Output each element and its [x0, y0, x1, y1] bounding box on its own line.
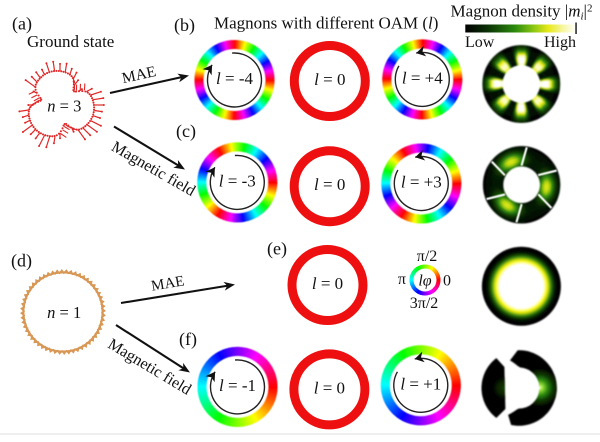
svg-text:(c): (c) — [176, 121, 196, 142]
svg-text:l = 0: l = 0 — [314, 70, 345, 89]
svg-text:Low: Low — [465, 34, 495, 51]
svg-text:(d): (d) — [11, 251, 32, 272]
svg-text:Magnons with different OAM (l): Magnons with different OAM (l) — [214, 14, 438, 33]
svg-text:l = 0: l = 0 — [314, 175, 345, 194]
svg-text:(f): (f) — [179, 329, 197, 350]
svg-text:l = +3: l = +3 — [401, 173, 442, 192]
svg-text:Ground state: Ground state — [27, 32, 114, 51]
svg-text:l = -3: l = -3 — [219, 171, 256, 190]
svg-text:l = -4: l = -4 — [216, 69, 253, 88]
svg-text:(b): (b) — [174, 15, 195, 36]
svg-text:n = 1: n = 1 — [47, 303, 81, 322]
svg-text:π: π — [398, 271, 406, 288]
svg-text:lφ: lφ — [418, 273, 431, 290]
svg-text:Magnon density |mi|2: Magnon density |mi|2 — [451, 2, 593, 23]
svg-text:π/2: π/2 — [417, 248, 438, 265]
svg-text:l = -1: l = -1 — [219, 376, 256, 395]
svg-text:l = 0: l = 0 — [312, 274, 343, 293]
svg-text:l = +1: l = +1 — [400, 374, 441, 393]
svg-text:3π/2: 3π/2 — [410, 295, 439, 312]
svg-text:l = 0: l = 0 — [314, 378, 345, 397]
svg-text:l = +4: l = +4 — [402, 68, 443, 87]
svg-text:0: 0 — [443, 273, 451, 290]
svg-text:(e): (e) — [267, 239, 287, 260]
svg-text:n = 3: n = 3 — [47, 97, 81, 116]
svg-text:High: High — [544, 34, 576, 51]
